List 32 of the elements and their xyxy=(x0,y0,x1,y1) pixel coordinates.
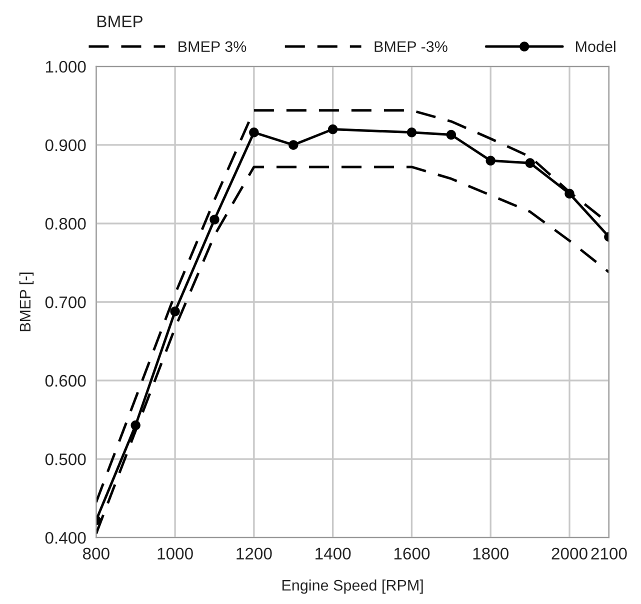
y-tick-label: 1.000 xyxy=(46,60,86,73)
x-tick-label: 1600 xyxy=(394,548,430,560)
y-tick-label: 0.700 xyxy=(45,296,86,308)
point xyxy=(564,188,574,199)
x-tick-label: 2100 xyxy=(591,548,627,560)
x-tick-label: 1200 xyxy=(236,548,272,560)
legend-label: BMEP 3% xyxy=(178,41,246,52)
y-tick-label: 0.500 xyxy=(45,453,86,466)
y-tick-label: 0.800 xyxy=(45,218,86,230)
point xyxy=(288,140,298,150)
point xyxy=(249,128,259,138)
legend-label: BMEP -3% xyxy=(374,41,448,52)
x-tick-label: 1000 xyxy=(158,548,193,560)
x-tick-label: 2000 xyxy=(552,548,588,560)
point xyxy=(170,306,180,316)
x-tick-label: 800 xyxy=(82,548,110,560)
point xyxy=(406,128,417,138)
chart-title: BMEP xyxy=(98,16,143,28)
x-axis-title: Engine Speed [RPM] xyxy=(282,579,423,594)
point xyxy=(130,420,140,430)
point xyxy=(446,130,456,140)
y-tick-label: 0.900 xyxy=(45,139,86,152)
point xyxy=(486,156,496,166)
point xyxy=(328,124,338,134)
y-tick-label: 0.600 xyxy=(45,374,86,387)
x-tick-label: 1400 xyxy=(316,548,351,560)
point xyxy=(525,158,535,168)
x-tick-label: 1800 xyxy=(473,548,508,560)
y-tick-label: 0.400 xyxy=(45,532,86,544)
legend-label: Model xyxy=(576,40,616,52)
y-axis-title: BMEP [-] xyxy=(19,272,34,332)
point xyxy=(210,214,220,224)
